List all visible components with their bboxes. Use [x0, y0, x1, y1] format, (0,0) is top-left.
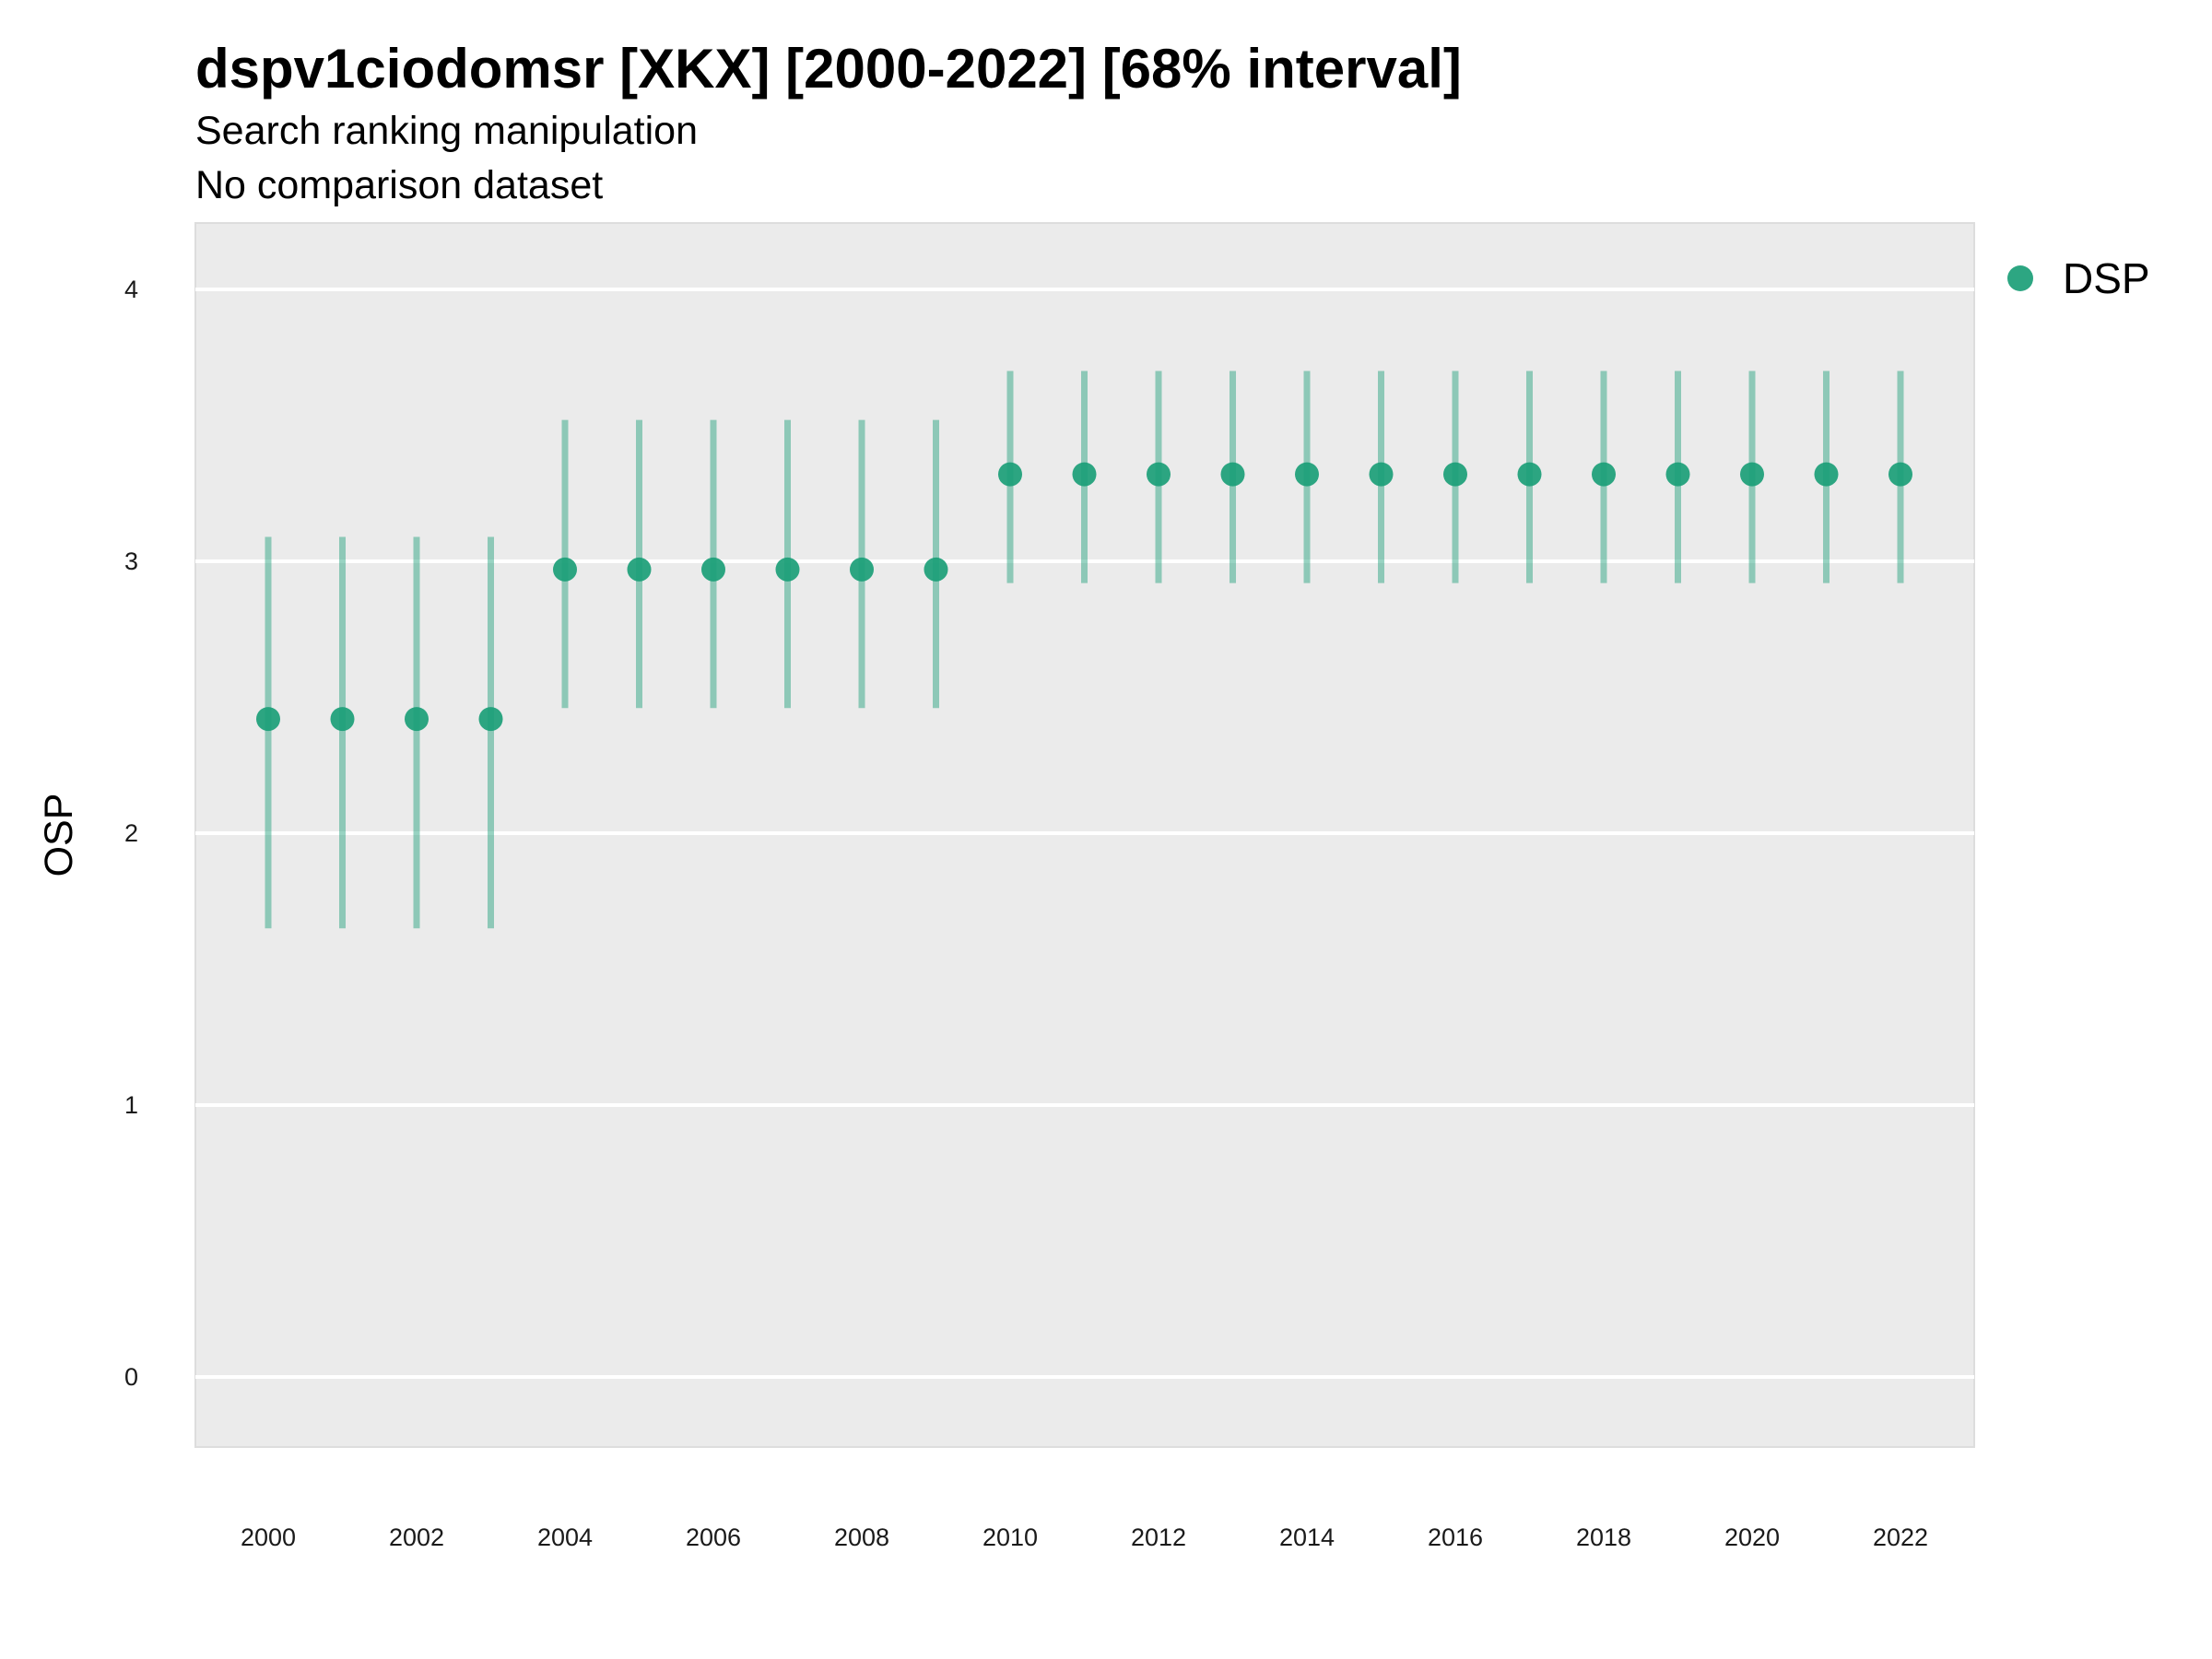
x-tick-label: 2018 [1576, 1524, 1631, 1551]
x-tick-label: 2008 [834, 1524, 889, 1551]
point-2013 [1220, 462, 1245, 487]
point-2001 [330, 707, 355, 732]
legend-label-dsp: DSP [2063, 254, 2150, 302]
y-tick-label: 3 [124, 547, 138, 575]
gridlines [195, 288, 1974, 1379]
point-2021 [1814, 462, 1839, 487]
point-2003 [478, 707, 503, 732]
x-tick-label: 2022 [1873, 1524, 1928, 1551]
point-2011 [1072, 462, 1097, 487]
chart-subtitle-line-2: No comparison dataset [195, 163, 603, 207]
x-tick-label: 2006 [686, 1524, 741, 1551]
point-2018 [1592, 462, 1616, 487]
point-2010 [998, 462, 1022, 487]
point-2015 [1369, 462, 1394, 487]
point-2019 [1665, 462, 1690, 487]
point-2006 [701, 557, 725, 582]
y-tick-label: 2 [124, 819, 138, 847]
x-axis-ticks: 2000 2002 2004 2006 2008 2010 2012 2014 2016 2018… [241, 1524, 1928, 1551]
point-2002 [405, 707, 429, 732]
legend: DSP [2007, 254, 2150, 302]
point-2017 [1517, 462, 1542, 487]
point-2005 [627, 557, 652, 582]
point-2000 [256, 707, 280, 732]
y-tick-label: 1 [124, 1091, 138, 1119]
x-tick-label: 2004 [537, 1524, 593, 1551]
y-tick-label: 0 [124, 1363, 138, 1391]
chart-subtitle-line-1: Search ranking manipulation [195, 109, 698, 153]
point-2016 [1443, 462, 1467, 487]
point-2008 [850, 557, 874, 582]
point-2012 [1147, 462, 1171, 487]
x-tick-label: 2014 [1279, 1524, 1335, 1551]
x-tick-label: 2012 [1131, 1524, 1186, 1551]
y-tick-label: 4 [124, 276, 138, 303]
chart-title: dspv1ciodomsr [XKX] [2000-2022] [68% int… [195, 38, 1462, 100]
legend-swatch-dsp [2007, 265, 2033, 291]
x-tick-label: 2000 [241, 1524, 296, 1551]
point-2009 [924, 557, 948, 582]
y-axis-ticks: 0 1 2 3 4 [124, 276, 138, 1391]
x-tick-label: 2020 [1724, 1524, 1780, 1551]
y-axis-title: OSP [37, 794, 81, 877]
x-tick-label: 2002 [389, 1524, 444, 1551]
point-2014 [1295, 462, 1319, 487]
data-points [256, 462, 1912, 732]
point-2007 [775, 557, 800, 582]
point-2020 [1740, 462, 1764, 487]
point-2004 [553, 557, 577, 582]
x-tick-label: 2016 [1428, 1524, 1483, 1551]
x-tick-label: 2010 [982, 1524, 1038, 1551]
point-2022 [1888, 462, 1912, 487]
